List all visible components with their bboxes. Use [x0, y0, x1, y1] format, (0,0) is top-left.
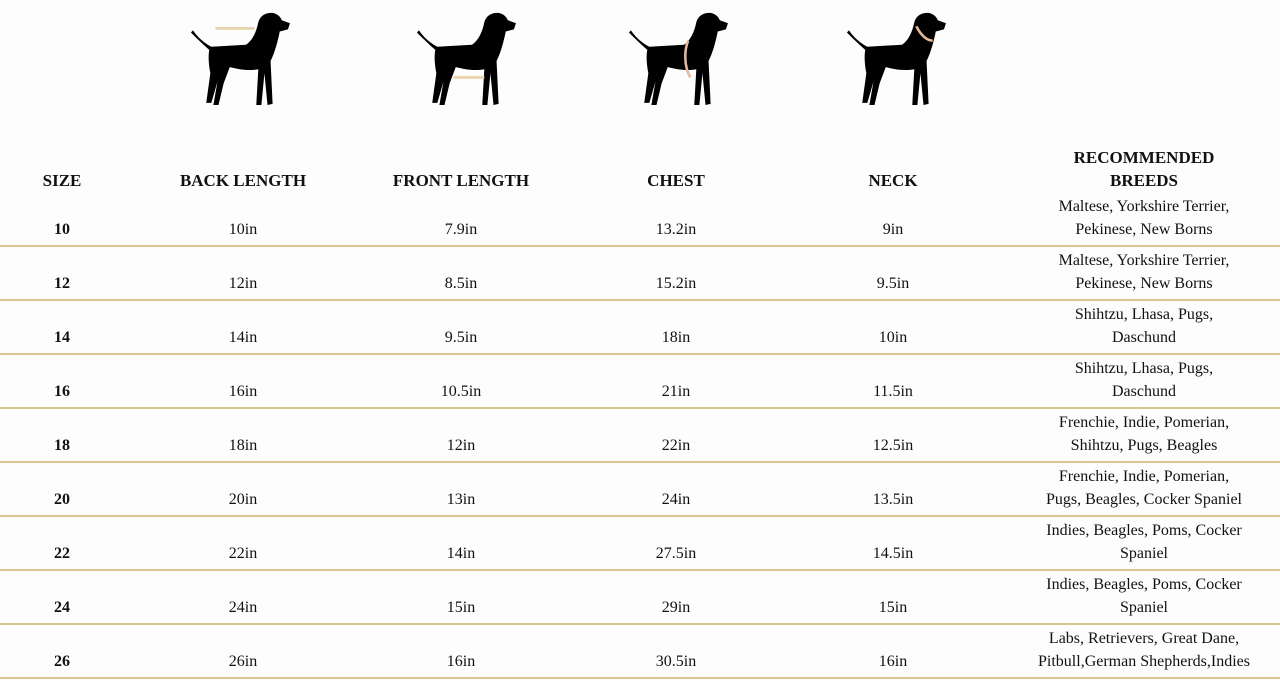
cell-back: 12in: [228, 275, 258, 292]
cell-neck: 9.5in: [876, 275, 910, 292]
header-size: SIZE: [42, 171, 82, 190]
cell-front: 10.5in: [440, 383, 482, 400]
dog-chest-icon: [628, 12, 728, 105]
header-front-length: FRONT LENGTH: [392, 171, 530, 190]
table-row: 18 18in 12in 22in 12.5in Frenchie, Indie, Pom…: [0, 409, 1280, 463]
table-row: 22 22in 14in 27.5in 14.5in Indies, Beagles, P…: [0, 517, 1280, 571]
header-back-length: BACK LENGTH: [179, 171, 307, 190]
cell-chest: 27.5in: [655, 545, 697, 562]
cell-breeds: Indies, Beagles, Poms, Cocker Spaniel: [1046, 519, 1242, 565]
header-breeds: RECOMMENDED BREEDS: [1074, 146, 1215, 192]
cell-chest: 22in: [661, 437, 691, 454]
table-row: 20 20in 13in 24in 13.5in Frenchie, Indie, Pom…: [0, 463, 1280, 517]
breeds-line: Spaniel: [1120, 599, 1168, 616]
cell-size: 20: [54, 491, 70, 508]
cell-breeds: Labs, Retrievers, Great Dane, Pitbull,Ger…: [1038, 627, 1250, 673]
cell-breeds: Shihtzu, Lhasa, Pugs, Daschund: [1075, 357, 1213, 403]
cell-back: 14in: [228, 329, 258, 346]
breeds-line: Pekinese, New Borns: [1075, 275, 1213, 292]
cell-breeds: Shihtzu, Lhasa, Pugs, Daschund: [1075, 303, 1213, 349]
cell-back: 26in: [228, 653, 258, 670]
cell-front: 8.5in: [444, 275, 478, 292]
breeds-line: Frenchie, Indie, Pomerian,: [1058, 414, 1230, 431]
breeds-line: Shihtzu, Lhasa, Pugs,: [1074, 306, 1214, 323]
cell-breeds: Maltese, Yorkshire Terrier, Pekinese, New…: [1059, 195, 1230, 241]
table-row: 24 24in 15in 29in 15in Indies, Beagles, Poms,…: [0, 571, 1280, 625]
cell-back: 18in: [228, 437, 258, 454]
breeds-line: Daschund: [1112, 329, 1176, 346]
cell-neck: 12.5in: [872, 437, 914, 454]
cell-front: 16in: [446, 653, 476, 670]
header-breeds-line1: RECOMMENDED: [1073, 148, 1215, 167]
dog-neck-icon: [846, 12, 946, 105]
cell-breeds: Frenchie, Indie, Pomerian, Pugs, Beagles,…: [1046, 465, 1242, 511]
cell-breeds: Frenchie, Indie, Pomerian, Shihtzu, Pugs,…: [1059, 411, 1229, 457]
breeds-line: Indies, Beagles, Poms, Cocker: [1046, 576, 1242, 593]
dog-front-length-icon: [416, 12, 516, 105]
breeds-line: Spaniel: [1120, 545, 1168, 562]
cell-size: 22: [54, 545, 70, 562]
breeds-line: Indies, Beagles, Poms, Cocker: [1046, 522, 1242, 539]
cell-back: 16in: [228, 383, 258, 400]
cell-breeds: Maltese, Yorkshire Terrier, Pekinese, New…: [1059, 249, 1230, 295]
breeds-line: Pekinese, New Borns: [1075, 221, 1213, 238]
header-neck: NECK: [868, 171, 918, 190]
cell-back: 24in: [228, 599, 258, 616]
breeds-line: Pitbull,German Shepherds,Indies: [1038, 653, 1250, 670]
cell-back: 22in: [228, 545, 258, 562]
cell-chest: 18in: [661, 329, 691, 346]
breeds-line: Daschund: [1112, 383, 1176, 400]
breeds-line: Maltese, Yorkshire Terrier,: [1058, 252, 1230, 269]
breeds-line: Maltese, Yorkshire Terrier,: [1058, 198, 1230, 215]
cell-chest: 15.2in: [655, 275, 697, 292]
table-row: 10 10in 7.9in 13.2in 9in Maltese, Yorkshire T…: [0, 193, 1280, 247]
breeds-line: Shihtzu, Pugs, Beagles: [1070, 437, 1218, 454]
table-row: 26 26in 16in 30.5in 16in Labs, Retrievers, Gr…: [0, 625, 1280, 679]
breeds-line: Frenchie, Indie, Pomerian,: [1058, 468, 1230, 485]
cell-back: 10in: [228, 221, 258, 238]
breeds-line: Pugs, Beagles, Cocker Spaniel: [1046, 491, 1242, 508]
dog-back-length-icon: [190, 12, 290, 105]
cell-back: 20in: [228, 491, 258, 508]
cell-size: 14: [54, 329, 70, 346]
breeds-line: Labs, Retrievers, Great Dane,: [1048, 630, 1240, 647]
cell-size: 18: [54, 437, 70, 454]
cell-size: 26: [54, 653, 70, 670]
cell-neck: 14.5in: [872, 545, 914, 562]
cell-neck: 16in: [878, 653, 908, 670]
cell-chest: 24in: [661, 491, 691, 508]
cell-chest: 13.2in: [655, 221, 697, 238]
breeds-line: Shihtzu, Lhasa, Pugs,: [1074, 360, 1214, 377]
cell-chest: 29in: [661, 599, 691, 616]
table-row: 14 14in 9.5in 18in 10in Shihtzu, Lhasa, Pugs,…: [0, 301, 1280, 355]
cell-size: 12: [54, 275, 70, 292]
cell-neck: 15in: [878, 599, 908, 616]
cell-size: 10: [54, 221, 70, 238]
cell-front: 7.9in: [444, 221, 478, 238]
cell-front: 13in: [446, 491, 476, 508]
cell-chest: 30.5in: [655, 653, 697, 670]
table-header: SIZE BACK LENGTH FRONT LENGTH CHEST NECK…: [0, 140, 1280, 192]
cell-breeds: Indies, Beagles, Poms, Cocker Spaniel: [1046, 573, 1242, 619]
cell-neck: 13.5in: [872, 491, 914, 508]
cell-chest: 21in: [661, 383, 691, 400]
cell-neck: 9in: [882, 221, 904, 238]
cell-size: 24: [54, 599, 70, 616]
cell-front: 9.5in: [444, 329, 478, 346]
header-breeds-line2: BREEDS: [1109, 171, 1179, 190]
cell-front: 15in: [446, 599, 476, 616]
cell-neck: 10in: [878, 329, 908, 346]
header-chest: CHEST: [647, 171, 705, 190]
cell-front: 12in: [446, 437, 476, 454]
table-row: 16 16in 10.5in 21in 11.5in Shihtzu, Lhasa, Pu…: [0, 355, 1280, 409]
cell-front: 14in: [446, 545, 476, 562]
cell-neck: 11.5in: [873, 383, 913, 400]
cell-size: 16: [54, 383, 70, 400]
table-row: 12 12in 8.5in 15.2in 9.5in Maltese, Yorkshire…: [0, 247, 1280, 301]
